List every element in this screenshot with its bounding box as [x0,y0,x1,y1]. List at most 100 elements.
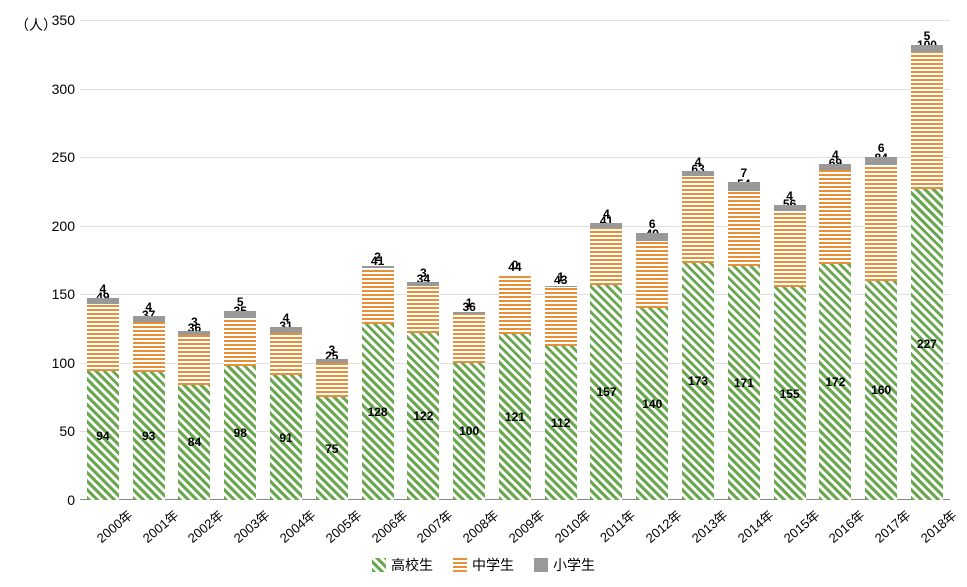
bar-group: 122343 [407,282,439,500]
bar-value-hs: 140 [642,397,662,411]
bar-value-hs: 91 [279,431,292,445]
bar-seg-hs: 172 [819,264,851,500]
legend-swatch-hs [372,558,386,572]
bar-group: 91314 [270,327,302,500]
bar-value-es: 4 [832,148,839,162]
bar-group: 155 564 [774,205,806,500]
bar-value-hs: 93 [142,429,155,443]
bar-value-es: 0 [512,258,519,272]
bar-seg-hs: 98 [224,366,256,500]
bar-seg-ms: 43 [545,287,577,346]
bar-seg-ms: 56 [774,211,806,288]
bar-seg-es: 5 [224,311,256,318]
y-tick-label: 100 [40,355,75,371]
bar-group: 171 547 [728,182,760,500]
bar-value-es: 1 [466,296,473,310]
bar-value-hs: 98 [234,426,247,440]
legend-item-es: 小学生 [534,555,595,575]
bar-seg-ms: 36 [178,335,210,384]
bar-group: 227 1005 [911,45,943,500]
bar-group: 173634 [682,171,714,500]
bar-seg-hs: 173 [682,263,714,500]
bar-seg-hs: 75 [316,397,348,500]
bar-value-es: 6 [878,141,885,155]
bar-value-hs: 227 [917,337,937,351]
bar-value-es: 4 [283,311,290,325]
bar-seg-ms: 84 [865,165,897,280]
bar-value-es: 1 [557,270,564,284]
bar-seg-ms: 31 [270,333,302,376]
bar-value-hs: 84 [188,435,201,449]
bar-seg-hs: 160 [865,281,897,500]
bar-value-es: 4 [695,155,702,169]
bar-seg-hs: 112 [545,346,577,500]
bar-seg-ms: 49 [636,241,668,308]
bar-value-hs: 155 [780,387,800,401]
bar-value-hs: 171 [734,376,754,390]
bar-group: 93374 [133,316,165,500]
bar-value-hs: 75 [325,442,338,456]
bar-value-es: 7 [740,166,747,180]
bar-group: 160 846 [865,157,897,500]
y-tick-label: 350 [40,12,75,28]
y-tick-label: 0 [40,492,75,508]
bar-group: 140 496 [636,233,668,500]
bar-seg-es: 5 [911,45,943,52]
bar-seg-hs: 128 [362,324,394,500]
bar-seg-es: 3 [178,331,210,335]
bar-group: 75253 [316,359,348,500]
bar-seg-hs: 84 [178,385,210,500]
bar-seg-ms: 63 [682,176,714,262]
bar-seg-es: 1 [453,312,485,313]
bar-seg-es: 2 [362,266,394,269]
y-tick-label: 50 [40,423,75,439]
bar-value-es: 4 [603,207,610,221]
bar-seg-hs: 100 [453,363,485,500]
bar-group: 121440 [499,274,531,500]
bar-value-es: 4 [786,189,793,203]
bar-value-es: 4 [145,300,152,314]
bar-value-hs: 172 [825,375,845,389]
legend-label-es: 小学生 [553,555,595,575]
bar-value-es: 4 [100,282,107,296]
bar-value-hs: 160 [871,383,891,397]
bar-seg-ms: 44 [499,274,531,334]
bars-row: 9449493374843639835591314752531284121223… [80,20,950,500]
y-tick-label: 200 [40,218,75,234]
bar-seg-ms: 41 [590,228,622,284]
legend-label-hs: 高校生 [391,555,433,575]
bar-group: 100361 [453,312,485,500]
bar-value-es: 5 [237,295,244,309]
bar-seg-ms: 100 [911,52,943,189]
bar-value-es: 2 [374,250,381,264]
bar-seg-es: 3 [316,359,348,363]
bar-group: 112431 [545,286,577,500]
bar-seg-es: 7 [728,182,760,192]
bar-value-es: 3 [420,266,427,280]
bar-group: 157414 [590,223,622,500]
bar-seg-hs: 91 [270,375,302,500]
bar-seg-hs: 157 [590,285,622,500]
bar-group: 98355 [224,311,256,500]
bar-value-hs: 94 [96,429,109,443]
bar-value-es: 5 [924,29,931,43]
legend-item-ms: 中学生 [453,555,514,575]
bar-value-es: 3 [328,343,335,357]
bar-value-es: 6 [649,217,656,231]
bar-seg-es: 6 [865,157,897,165]
y-tick-label: 250 [40,149,75,165]
bar-seg-es: 4 [819,164,851,169]
bar-group: 94494 [87,298,119,500]
bar-seg-es: 4 [133,316,165,321]
bar-seg-hs: 93 [133,372,165,500]
bar-seg-es: 6 [636,233,668,241]
bar-seg-ms: 54 [728,191,760,265]
bar-seg-hs: 122 [407,333,439,500]
bar-seg-ms: 49 [87,304,119,371]
y-tick-label: 150 [40,286,75,302]
bar-seg-hs: 140 [636,308,668,500]
bar-value-hs: 122 [413,409,433,423]
bar-seg-es: 4 [774,205,806,210]
chart-container: （人） 050100150200250300350 94494933748436… [10,10,957,577]
bar-value-hs: 100 [459,424,479,438]
